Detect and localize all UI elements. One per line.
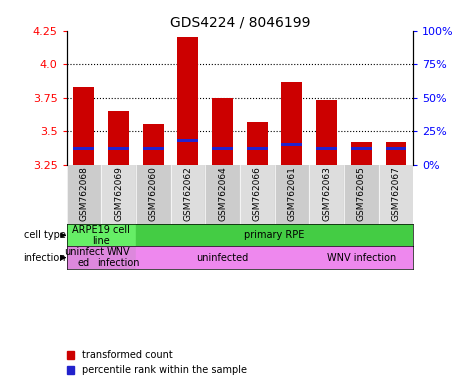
Text: primary RPE: primary RPE	[244, 230, 305, 240]
Bar	[101, 165, 136, 224]
Bar	[74, 147, 94, 150]
Text: GSM762065: GSM762065	[357, 166, 366, 221]
Legend: transformed count, percentile rank within the sample: transformed count, percentile rank withi…	[66, 351, 247, 375]
Bar	[282, 82, 302, 165]
Bar	[178, 139, 198, 142]
Text: cell type: cell type	[24, 230, 66, 240]
Bar	[178, 37, 198, 165]
Text: GSM762069: GSM762069	[114, 166, 123, 221]
Bar	[351, 147, 371, 150]
Text: ARPE19 cell
line: ARPE19 cell line	[72, 225, 130, 246]
Bar	[309, 247, 413, 269]
Bar	[344, 165, 379, 224]
Text: GSM762062: GSM762062	[183, 166, 192, 221]
Bar	[379, 165, 413, 224]
Bar	[386, 142, 406, 165]
Bar	[136, 224, 413, 247]
Text: GSM762068: GSM762068	[79, 166, 88, 221]
Bar	[143, 147, 163, 150]
Bar	[66, 165, 101, 224]
Text: GSM762066: GSM762066	[253, 166, 262, 221]
Bar	[316, 147, 337, 150]
Text: WNV
infection: WNV infection	[97, 247, 140, 268]
Bar	[101, 247, 136, 269]
Bar	[108, 147, 129, 150]
Bar	[205, 165, 240, 224]
Bar	[316, 100, 337, 165]
Text: GSM762064: GSM762064	[218, 166, 227, 221]
Title: GDS4224 / 8046199: GDS4224 / 8046199	[170, 16, 310, 30]
Text: infection: infection	[23, 253, 66, 263]
Bar	[136, 165, 171, 224]
Bar	[108, 111, 129, 165]
Bar	[212, 98, 233, 165]
Bar	[386, 147, 406, 150]
Text: WNV infection: WNV infection	[327, 253, 396, 263]
Bar	[247, 147, 267, 150]
Text: GSM762063: GSM762063	[322, 166, 331, 221]
Bar	[212, 147, 233, 150]
Bar	[66, 247, 101, 269]
Bar	[136, 247, 309, 269]
Bar	[282, 143, 302, 146]
Text: GSM762061: GSM762061	[287, 166, 296, 221]
Text: GSM762060: GSM762060	[149, 166, 158, 221]
Bar	[247, 122, 267, 165]
Bar	[309, 165, 344, 224]
Text: GSM762067: GSM762067	[391, 166, 400, 221]
Bar	[143, 124, 163, 165]
Bar	[171, 165, 205, 224]
Bar	[240, 165, 275, 224]
Text: uninfected: uninfected	[197, 253, 249, 263]
Bar	[351, 142, 371, 165]
Bar	[66, 224, 136, 247]
Text: uninfect
ed: uninfect ed	[64, 247, 104, 268]
Bar	[74, 87, 94, 165]
Bar	[275, 165, 309, 224]
